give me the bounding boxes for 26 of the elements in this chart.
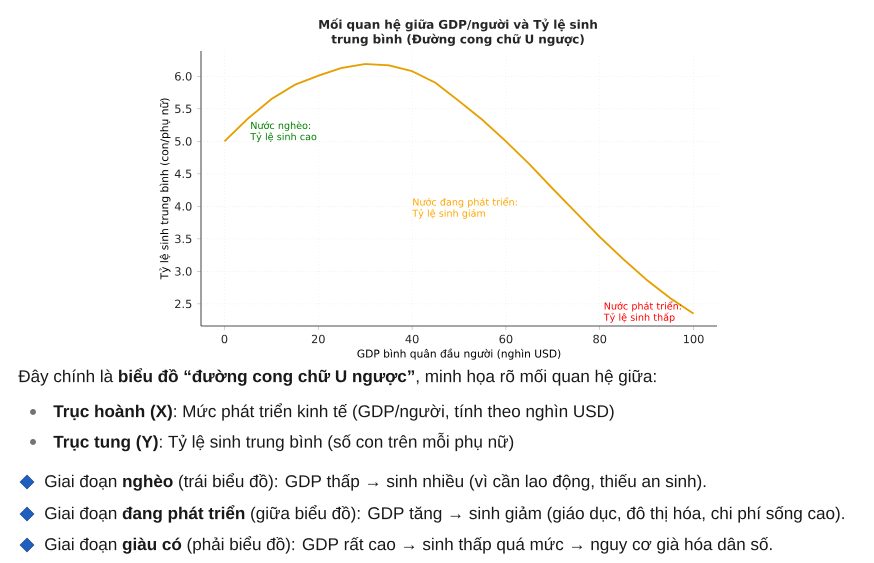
text: Giai đoạn đang phát triển (giữa biểu đồ): GDP tăng → sinh giảm (giáo dục, đô thị hóa, chi phí sống cao). [45,505,844,523]
text: Trục tung (Y): Tỷ lệ sinh trung bình (số con trên mỗi phụ nữ) [53,432,514,452]
text: Giai đoạn nghèo (trái biểu đồ): GDP thấp → sinh nhiều (vì cần lao động, thiếu an sinh). [45,473,706,491]
x-tick-label: 20 [312,334,325,344]
chart-title: Mối quan hệ giữa GDP/người và Tỷ lệ sinh trung bình (Đường cong chữ U ngược) [319,18,597,46]
y-axis-title: Tỷ lệ sinh trung bình (con/phụ nữ) [160,98,170,280]
y-tick-label: 4.5 [174,170,192,178]
x-tick-label: 60 [499,334,512,344]
y-tick-label: 2.5 [175,300,192,308]
x-tick-label: 0 [222,334,228,344]
text: Giai đoạn giàu có (phải biểu đồ): GDP rất cao → sinh thấp quá mức → nguy cơ già hóa dân số. [45,536,772,554]
y-tick-label: 6.0 [175,72,192,81]
x-tick-label: 40 [405,334,419,344]
text: Đây chính là biểu đồ “đường cong chữ U ngược”, minh họa rõ mối quan hệ giữa: [18,368,656,386]
text: Trục hoành (X): Mức phát triển kinh tế (GDP/người, tính theo nghìn USD) [53,403,614,421]
y-tick-label: 3.0 [175,267,192,276]
annotation: Nước đang phát triển: Tỷ lệ sinh giảm [412,197,517,219]
y-tick-label: 5.0 [175,137,192,146]
x-axis-title: GDP bình quân đầu người (nghìn USD) [357,348,560,360]
annotation: Nước phát triển: Tỷ lệ sinh thấp [604,301,681,323]
annotation: Nước nghèo: Tỷ lệ sinh cao [250,121,316,142]
x-tick-label: 80 [593,334,606,344]
y-tick-label: 5.5 [175,104,192,114]
x-tick-label: 100 [684,334,704,344]
y-tick-label: 3.5 [175,234,192,244]
y-tick-label: 4.0 [174,202,192,211]
